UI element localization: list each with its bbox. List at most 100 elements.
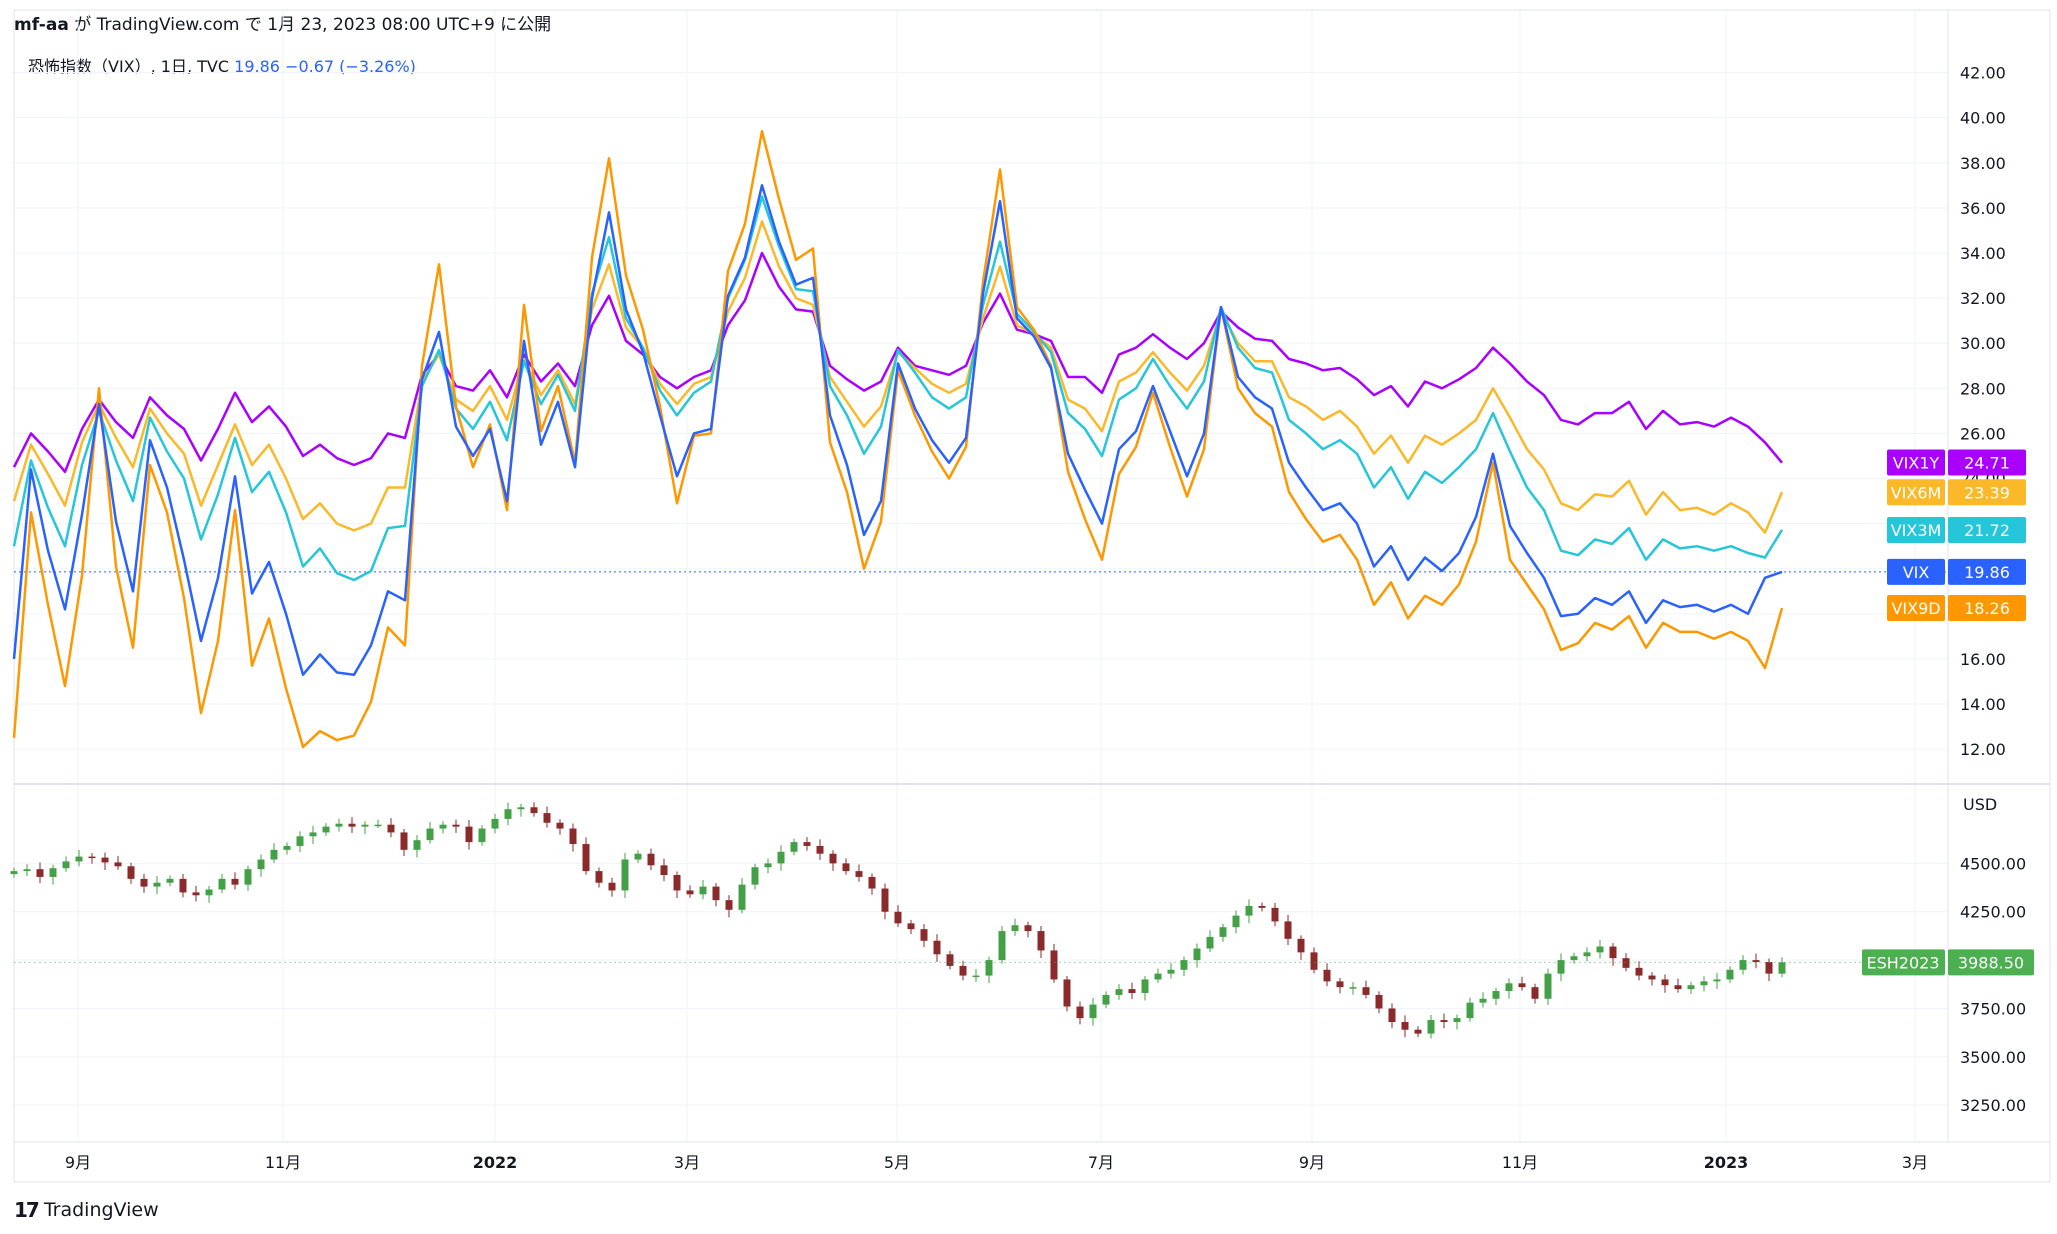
candle-body: [205, 889, 213, 896]
candle-body: [543, 813, 551, 823]
candle-body: [556, 822, 564, 829]
candle-body: [1102, 994, 1110, 1005]
candle-body: [439, 824, 447, 829]
candle-body: [257, 859, 265, 870]
candle-body: [62, 861, 70, 869]
tradingview-logo-icon[interactable]: 17: [14, 1198, 40, 1222]
candle-body: [1531, 987, 1539, 999]
candle-body: [1713, 979, 1721, 982]
series-name-label: VIX: [1903, 563, 1930, 582]
series-value-label: 24.71: [1964, 454, 2010, 473]
series-line-vix: [12, 184, 1783, 676]
series-value-label: 19.86: [1964, 563, 2010, 582]
time-axis-tick-label: 11月: [1502, 1153, 1538, 1172]
vix-axis-tick-label: 28.00: [1960, 379, 2006, 398]
es-candles: [10, 802, 1948, 1039]
candle-body: [621, 859, 629, 891]
es-value-label: 3988.50: [1958, 953, 2024, 972]
candle-body: [920, 929, 928, 941]
footer-brand[interactable]: TradingView: [43, 1199, 159, 1221]
candle-body: [803, 842, 811, 846]
candle-body: [1726, 969, 1734, 980]
time-axis-tick-label: 7月: [1088, 1153, 1114, 1172]
candle-body: [725, 900, 733, 910]
candle-body: [1076, 1006, 1084, 1019]
candle-body: [23, 869, 31, 872]
candle-body: [1752, 960, 1760, 963]
candle-body: [1687, 985, 1695, 990]
candle-body: [36, 869, 44, 877]
candle-body: [1388, 1008, 1396, 1022]
vix-axis-tick-label: 34.00: [1960, 244, 2006, 263]
last-value-tags: VIX1Y 24.71 VIX6M 23.39 VIX3M 21.72 VIX 19.86 VI…: [1862, 449, 2034, 976]
es-name-tag: [1862, 949, 1945, 976]
candle-body: [1323, 969, 1331, 982]
candle-body: [829, 853, 837, 864]
candle-body: [1583, 952, 1591, 957]
candle-body: [153, 882, 161, 887]
candle-body: [790, 842, 798, 852]
candle-body: [387, 824, 395, 833]
candle-body: [738, 884, 746, 910]
time-axis[interactable]: 9月 11月 2022 3月 5月 7月 9月 11月 2023 3月: [65, 1153, 1928, 1172]
candle-body: [530, 807, 538, 814]
candle-body: [855, 871, 863, 877]
candle-body: [231, 878, 239, 885]
candle-body: [1596, 946, 1604, 953]
candle-body: [335, 823, 343, 827]
candle-body: [1011, 925, 1019, 932]
candle-body: [1284, 921, 1292, 939]
candle-body: [608, 882, 616, 891]
candle-body: [1700, 981, 1708, 986]
series-value-tag-vix3m: [1948, 516, 2026, 543]
candle-body: [517, 807, 525, 810]
candle-body: [1401, 1022, 1409, 1030]
symbol-value: 19.86: [234, 57, 280, 76]
candle-body: [907, 923, 915, 930]
candle-body: [1167, 969, 1175, 974]
candle-body: [1609, 946, 1617, 959]
candle-body: [1570, 956, 1578, 961]
candle-body: [1258, 905, 1266, 908]
candle-body: [1739, 960, 1747, 970]
candle-body: [712, 886, 720, 901]
es-axis-tick-label: 4250.00: [1960, 903, 2026, 922]
series-line-vix9d: [12, 129, 1784, 749]
candle-body: [309, 832, 317, 837]
pane-borders: [13, 9, 2051, 1183]
vix-axis-tick-label: 40.00: [1960, 109, 2006, 128]
candle-body: [75, 856, 83, 862]
candle-body: [1141, 979, 1149, 993]
vix-axis-tick-label: 36.00: [1960, 199, 2006, 218]
es-axis-tick-label: 4500.00: [1960, 854, 2026, 873]
time-axis-tick-label: 3月: [1902, 1153, 1928, 1172]
candle-body: [777, 851, 785, 864]
candle-body: [413, 840, 421, 850]
es-name-label: ESH2023: [1866, 953, 1939, 972]
series-value-label: 23.39: [1964, 483, 2010, 502]
candle-body: [322, 826, 330, 833]
publish-header: mf-aa が TradingView.com で 1月 23, 2023 08…: [14, 10, 551, 35]
vix-price-axis[interactable]: 42.00 40.00 38.00 36.00 34.00 32.00 30.00 28.00…: [1960, 64, 2006, 760]
candle-body: [1505, 983, 1513, 992]
author-name[interactable]: mf-aa: [14, 15, 69, 35]
candle-body: [946, 954, 954, 966]
candle-body: [1414, 1029, 1422, 1034]
candle-body: [88, 856, 96, 859]
vix-axis-tick-label: 16.00: [1960, 650, 2006, 669]
candle-body: [1349, 987, 1357, 989]
candle-body: [374, 824, 382, 827]
candle-body: [478, 828, 486, 843]
vix-axis-tick-label: 14.00: [1960, 695, 2006, 714]
candle-body: [1427, 1020, 1435, 1034]
candle-body: [101, 857, 109, 863]
candle-body: [179, 878, 187, 893]
candle-body: [166, 878, 174, 883]
candle-body: [1232, 915, 1240, 928]
time-axis-tick-label: 11月: [265, 1153, 301, 1172]
candle-body: [1154, 973, 1162, 980]
vix-axis-tick-label: 12.00: [1960, 740, 2006, 759]
candle-body: [1544, 973, 1552, 999]
series-name-tag-vix9d: [1887, 594, 1945, 621]
